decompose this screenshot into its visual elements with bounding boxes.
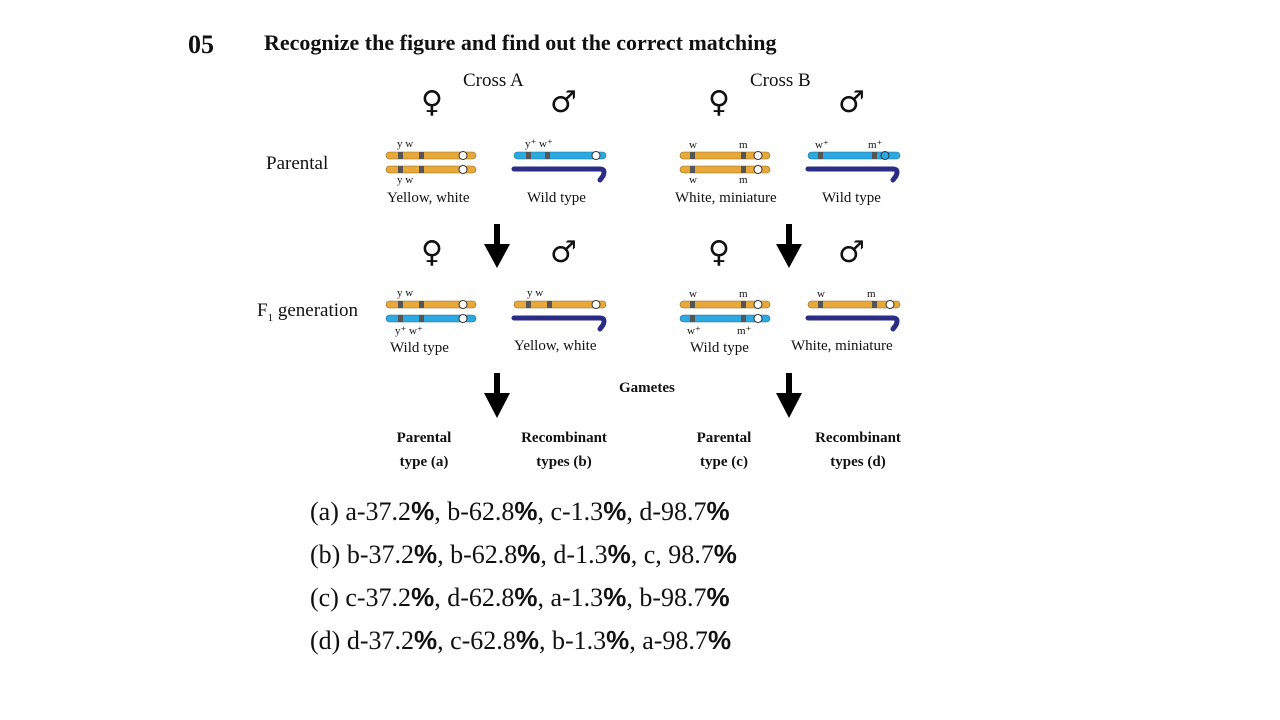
gene-label: w	[817, 288, 825, 300]
gene-label: y w	[397, 287, 414, 299]
phenotype-label: Wild type	[822, 190, 881, 206]
answer-option-d[interactable]: (d) d-37.2%, c-62.8%, b-1.3%, a-98.7%	[310, 625, 732, 655]
gene-label: m⁺	[868, 139, 883, 151]
phenotype-label: Wild type	[690, 340, 749, 356]
cross-b-parental-type-label: Parental type (c)	[696, 430, 752, 470]
cross-a-parental-female-chromosomes	[385, 151, 477, 174]
cross-a-recombinant-type-label: Recombinant types (b)	[521, 430, 607, 470]
question-text: Recognize the figure and find out the co…	[264, 30, 777, 55]
cross-a-title: Cross A	[463, 70, 524, 91]
answer-option-b[interactable]: (b) b-37.2%, b-62.8%, d-1.3%, c, 98.7%	[310, 539, 737, 569]
arrow-cross-a-f1-to-gametes	[484, 373, 510, 418]
phenotype-label: White, miniature	[675, 190, 777, 206]
answer-option-a[interactable]: (a) a-37.2%, b-62.8%, c-1.3%, d-98.7%	[310, 496, 730, 526]
row-label-f1-generation: F1 generation	[257, 300, 359, 324]
phenotype-label: White, miniature	[791, 338, 893, 354]
cross-b-parental-female-chromosomes	[679, 151, 771, 174]
gene-label: m⁺	[737, 325, 752, 337]
phenotype-label: Wild type	[390, 340, 449, 356]
cross-b-title: Cross B	[750, 70, 811, 91]
female-symbol-icon: ♀	[421, 235, 443, 270]
female-symbol-icon: ♀	[421, 85, 443, 120]
arrow-cross-b-f1-to-gametes	[776, 373, 802, 418]
gene-label: w⁺	[687, 325, 701, 337]
male-symbol-icon: ♂	[838, 85, 865, 120]
row-label-parental: Parental	[266, 153, 329, 174]
gene-label: w	[689, 139, 697, 151]
question-number: 05	[188, 30, 214, 59]
gene-label: m	[739, 174, 748, 186]
male-symbol-icon: ♂	[550, 235, 577, 270]
phenotype-label: Yellow, white	[514, 338, 597, 354]
cross-b-recombinant-type-label: Recombinant types (d)	[815, 430, 901, 470]
gene-label: y⁺ w⁺	[525, 138, 553, 150]
arrow-cross-a-parental-to-f1	[484, 224, 510, 268]
gene-label: m	[867, 288, 876, 300]
cross-a-parental-type-label: Parental type (a)	[396, 430, 452, 470]
cross-a-f1-female-chromosomes	[385, 300, 477, 323]
cross-a-parental-male-chromosomes	[511, 151, 607, 183]
cross-b-f1-male-chromosomes	[805, 300, 901, 332]
phenotype-label: Yellow, white	[387, 190, 470, 206]
male-symbol-icon: ♂	[550, 85, 577, 120]
female-symbol-icon: ♀	[708, 85, 730, 120]
phenotype-label: Wild type	[527, 190, 586, 206]
gametes-label: Gametes	[619, 380, 675, 396]
arrow-cross-b-parental-to-f1	[776, 224, 802, 268]
gene-label: y⁺ w⁺	[395, 325, 423, 337]
male-symbol-icon: ♂	[838, 235, 865, 270]
gene-label: y w	[527, 287, 544, 299]
gene-label: y w	[397, 174, 414, 186]
cross-b-f1-female-chromosomes	[679, 300, 771, 323]
cross-a-f1-male-chromosomes	[511, 300, 607, 332]
cross-b-parental-male-chromosomes	[805, 151, 901, 183]
gene-label: w	[689, 288, 697, 300]
gene-label: y w	[397, 138, 414, 150]
answer-option-c[interactable]: (c) c-37.2%, d-62.8%, a-1.3%, b-98.7%	[310, 582, 730, 612]
gene-label: m	[739, 139, 748, 151]
gene-label: m	[739, 288, 748, 300]
female-symbol-icon: ♀	[708, 235, 730, 270]
gene-label: w⁺	[815, 139, 829, 151]
gene-label: w	[689, 174, 697, 186]
